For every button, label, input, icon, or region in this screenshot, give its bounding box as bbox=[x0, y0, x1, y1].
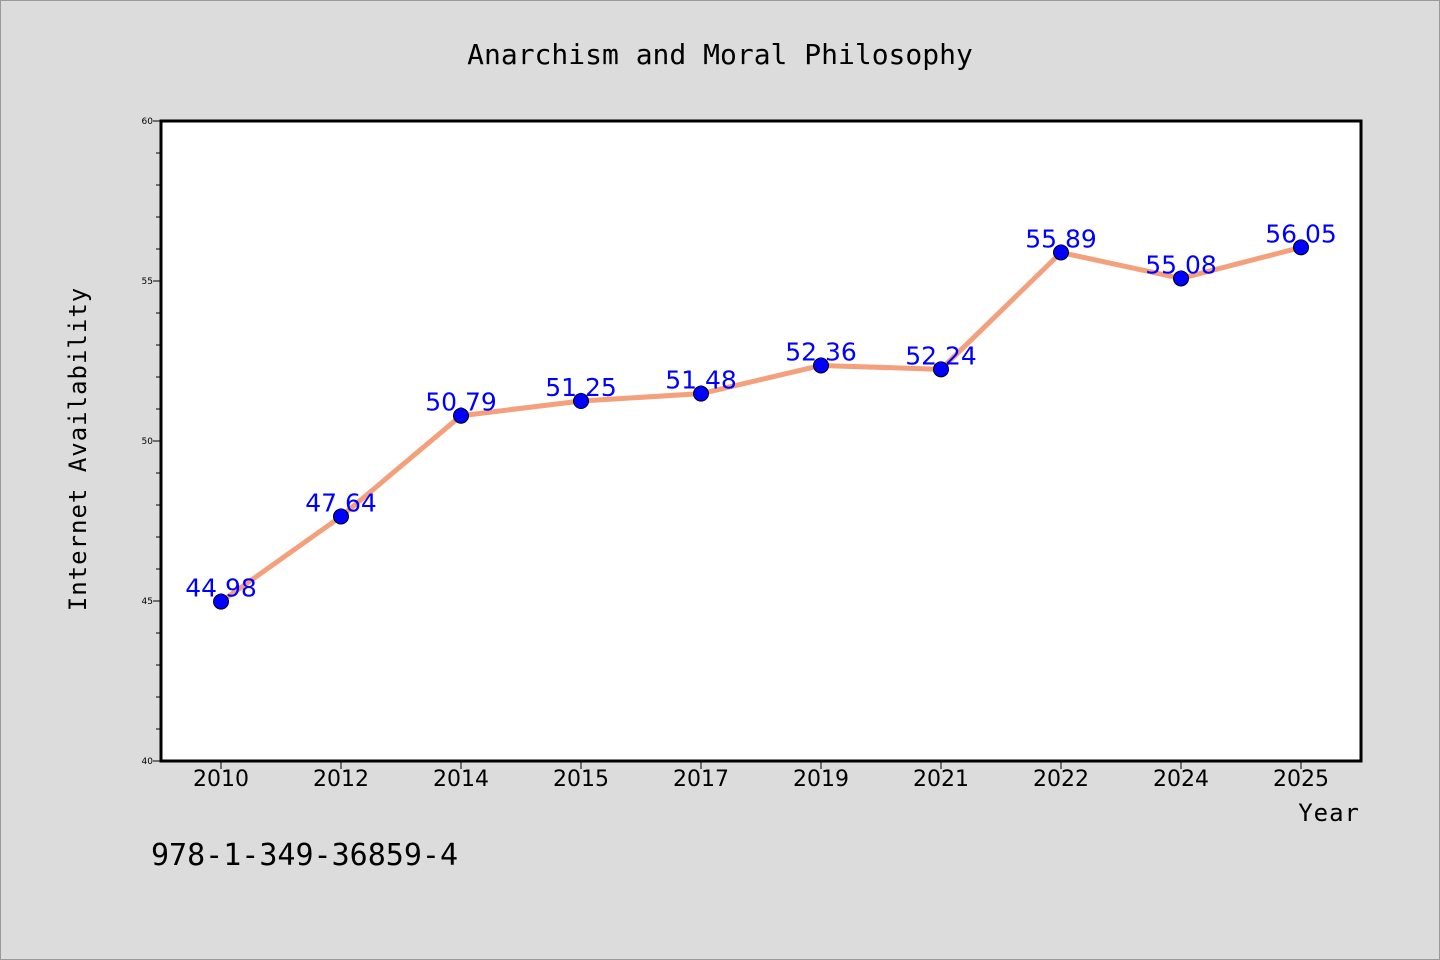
chart-title: Anarchism and Moral Philosophy bbox=[467, 38, 973, 71]
data-label: 50.79 bbox=[425, 388, 497, 417]
x-tick-label: 2012 bbox=[313, 767, 369, 792]
data-label: 55.08 bbox=[1145, 250, 1217, 279]
data-point bbox=[1053, 244, 1069, 261]
data-point bbox=[213, 593, 229, 610]
data-label: 51.48 bbox=[665, 366, 737, 395]
isbn-text: 978-1-349-36859-4 bbox=[151, 838, 458, 873]
data-label: 56.05 bbox=[1265, 219, 1337, 248]
y-axis-label: Internet Availability bbox=[64, 287, 92, 611]
x-tick-label: 2022 bbox=[1033, 767, 1089, 792]
x-tick-label: 2015 bbox=[553, 767, 609, 792]
x-tick-label: 2019 bbox=[793, 767, 849, 792]
y-tick-label: 60 bbox=[142, 117, 154, 127]
plot-area bbox=[159, 119, 1363, 763]
data-point bbox=[1293, 239, 1309, 256]
data-label: 52.36 bbox=[785, 337, 857, 366]
x-tick-label: 2021 bbox=[913, 767, 969, 792]
x-tick-label: 2024 bbox=[1153, 767, 1209, 792]
y-tick-label: 40 bbox=[142, 757, 154, 767]
data-label: 52.24 bbox=[905, 341, 977, 370]
x-axis: 2010 2012 2014 2015 2017 2019 2021 2022 2024 2025 bbox=[193, 761, 1329, 792]
y-axis: 40 45 50 55 60 bbox=[142, 117, 161, 767]
x-tick-label: 2014 bbox=[433, 767, 489, 792]
series-line bbox=[218, 244, 1304, 605]
series-layer bbox=[213, 239, 1309, 610]
x-tick-label: 2017 bbox=[673, 767, 729, 792]
data-label: 47.64 bbox=[305, 489, 377, 518]
x-tick-label: 2025 bbox=[1273, 767, 1329, 792]
y-tick-label: 45 bbox=[142, 597, 153, 607]
data-label: 44.98 bbox=[185, 574, 257, 603]
data-point bbox=[693, 385, 709, 402]
data-point bbox=[813, 357, 829, 374]
data-point bbox=[453, 407, 469, 424]
data-point bbox=[573, 393, 589, 409]
data-point bbox=[333, 508, 349, 525]
y-tick-label: 55 bbox=[142, 277, 153, 287]
data-point bbox=[933, 361, 949, 378]
x-axis-label: Year bbox=[1298, 799, 1360, 827]
data-label: 51.25 bbox=[545, 373, 617, 402]
data-label: 55.89 bbox=[1025, 225, 1097, 254]
x-tick-label: 2010 bbox=[193, 767, 249, 792]
y-tick-label: 50 bbox=[142, 437, 154, 447]
data-point bbox=[1173, 270, 1189, 287]
data-labels: 44.98 47.64 50.79 51.25 51.48 52.36 52.24 55.89… bbox=[185, 219, 1337, 602]
